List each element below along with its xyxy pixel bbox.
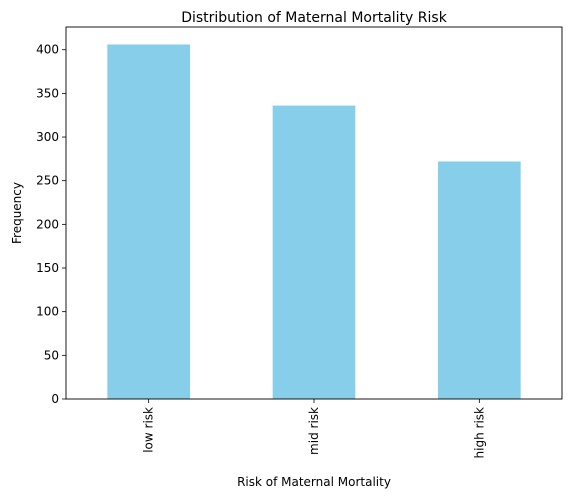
y-tick-label: 400	[36, 43, 59, 57]
y-tick-label: 300	[36, 130, 59, 144]
y-tick-label: 0	[51, 392, 59, 406]
y-tick-label: 200	[36, 217, 59, 231]
x-tick-label: high risk	[472, 407, 486, 458]
x-tick-label: mid risk	[307, 407, 321, 455]
x-tick-label: low risk	[142, 407, 156, 453]
y-axis-label: Frequency	[10, 182, 24, 244]
y-tick-label: 350	[36, 86, 59, 100]
chart-title: Distribution of Maternal Mortality Risk	[181, 10, 448, 26]
x-axis-label: Risk of Maternal Mortality	[237, 475, 391, 489]
bar-mid-risk	[273, 106, 356, 399]
bar-low-risk	[107, 44, 190, 399]
y-tick-label: 150	[36, 261, 59, 275]
y-tick-label: 50	[44, 348, 59, 362]
bar-high-risk	[438, 161, 521, 399]
y-tick-label: 100	[36, 305, 59, 319]
y-tick-label: 250	[36, 174, 59, 188]
